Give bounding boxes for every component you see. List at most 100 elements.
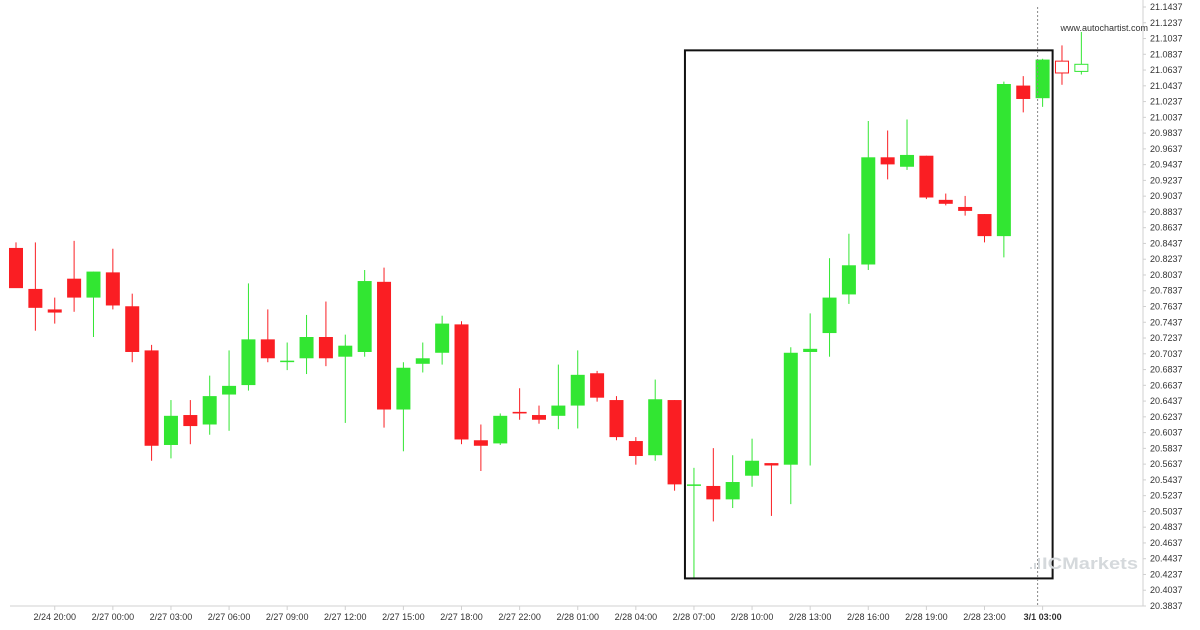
candle-body bbox=[880, 157, 895, 165]
candle-body bbox=[183, 415, 198, 427]
y-tick-label: 20.5437 bbox=[1150, 475, 1183, 485]
candle-body bbox=[415, 358, 430, 364]
candle bbox=[648, 379, 663, 461]
candle bbox=[125, 293, 140, 363]
candle-body bbox=[260, 339, 275, 359]
candle-body bbox=[745, 460, 760, 476]
candle bbox=[1074, 31, 1089, 75]
candle-body bbox=[900, 154, 915, 167]
website-label: www.autochartist.com bbox=[1059, 23, 1148, 33]
candle-body bbox=[357, 281, 372, 352]
candle-body bbox=[1074, 63, 1089, 72]
candle-body bbox=[551, 405, 566, 416]
candle-body bbox=[938, 199, 953, 204]
candle-body bbox=[958, 206, 973, 211]
candle-body bbox=[144, 350, 159, 446]
candle-body bbox=[919, 155, 934, 198]
x-tick-label: 2/28 19:00 bbox=[905, 612, 948, 622]
y-tick-label: 20.6637 bbox=[1150, 380, 1183, 390]
x-tick-label: 2/27 12:00 bbox=[324, 612, 367, 622]
candle-body bbox=[609, 400, 624, 438]
candle bbox=[454, 321, 469, 445]
y-tick-label: 20.9837 bbox=[1150, 128, 1183, 138]
candle bbox=[163, 400, 178, 459]
candle-body bbox=[105, 272, 120, 306]
watermark-bar-icon bbox=[1034, 563, 1036, 569]
x-tick-label: 2/28 01:00 bbox=[556, 612, 599, 622]
y-tick-label: 21.0037 bbox=[1150, 112, 1183, 122]
y-tick-label: 20.7237 bbox=[1150, 333, 1183, 343]
watermark-bar-icon bbox=[1030, 567, 1032, 569]
y-tick-label: 20.6037 bbox=[1150, 428, 1183, 438]
candle-body bbox=[125, 306, 140, 352]
candle bbox=[609, 396, 624, 441]
y-tick-label: 20.4437 bbox=[1150, 554, 1183, 564]
candle-body bbox=[47, 309, 62, 313]
y-tick-label: 20.6237 bbox=[1150, 412, 1183, 422]
candle bbox=[996, 81, 1011, 258]
candle-body bbox=[667, 400, 682, 485]
x-tick-label: 2/27 03:00 bbox=[150, 612, 193, 622]
y-tick-label: 20.3837 bbox=[1150, 601, 1183, 611]
y-tick-label: 20.4837 bbox=[1150, 522, 1183, 532]
candle-body bbox=[435, 323, 450, 353]
candle bbox=[1035, 58, 1050, 107]
y-tick-label: 21.1037 bbox=[1150, 34, 1183, 44]
candle-body bbox=[512, 411, 527, 414]
candle bbox=[473, 424, 488, 471]
candle bbox=[667, 400, 682, 491]
x-tick-label: 2/28 07:00 bbox=[673, 612, 716, 622]
y-tick-label: 20.8437 bbox=[1150, 238, 1183, 248]
x-tick-label: 2/27 22:00 bbox=[498, 612, 541, 622]
candle bbox=[415, 342, 430, 373]
y-tick-label: 20.5637 bbox=[1150, 459, 1183, 469]
candle-body bbox=[628, 441, 643, 457]
candle-body bbox=[1035, 59, 1050, 99]
y-tick-label: 20.4637 bbox=[1150, 538, 1183, 548]
candle-body bbox=[861, 157, 876, 265]
candle bbox=[900, 119, 915, 170]
candle-body bbox=[241, 339, 256, 386]
pattern-box bbox=[683, 49, 1054, 580]
y-tick-label: 20.4037 bbox=[1150, 585, 1183, 595]
y-tick-label: 20.7437 bbox=[1150, 317, 1183, 327]
candle bbox=[241, 283, 256, 391]
candle bbox=[1054, 45, 1069, 85]
candle bbox=[628, 437, 643, 465]
x-tick-label: 2/28 10:00 bbox=[731, 612, 774, 622]
axes-group: 21.1437 21.1237 21.1037 21.0837 21.0637 21.04… bbox=[10, 0, 1183, 622]
candle-body bbox=[222, 385, 237, 395]
candle bbox=[144, 344, 159, 461]
y-tick-label: 20.9437 bbox=[1150, 160, 1183, 170]
candle bbox=[590, 370, 605, 402]
candle bbox=[783, 347, 798, 505]
candle-body bbox=[493, 415, 508, 444]
candle bbox=[531, 405, 546, 424]
x-tick-label: 2/27 09:00 bbox=[266, 612, 309, 622]
candle-body bbox=[1054, 60, 1069, 74]
candle-body bbox=[338, 345, 353, 357]
y-tick-label: 20.8237 bbox=[1150, 254, 1183, 264]
x-tick-label: 2/28 23:00 bbox=[963, 612, 1006, 622]
candle-body bbox=[648, 399, 663, 456]
candle bbox=[357, 270, 372, 357]
y-tick-label: 20.9237 bbox=[1150, 175, 1183, 185]
candle bbox=[105, 248, 120, 310]
y-tick-label: 20.8037 bbox=[1150, 270, 1183, 280]
candle bbox=[725, 455, 740, 509]
candle-body bbox=[9, 247, 23, 289]
candle bbox=[183, 400, 198, 445]
candle bbox=[570, 350, 585, 429]
y-tick-label: 20.7037 bbox=[1150, 349, 1183, 359]
candle-body bbox=[163, 415, 178, 445]
candle bbox=[377, 267, 392, 428]
candle-body bbox=[299, 337, 314, 359]
x-tick-label: 2/27 15:00 bbox=[382, 612, 425, 622]
candle bbox=[299, 314, 314, 375]
y-tick-label: 20.9637 bbox=[1150, 144, 1183, 154]
x-tick-label: 2/28 16:00 bbox=[847, 612, 890, 622]
candle-body bbox=[280, 360, 295, 363]
x-tick-label: 2/28 04:00 bbox=[615, 612, 658, 622]
x-tick-label: 2/28 13:00 bbox=[789, 612, 832, 622]
